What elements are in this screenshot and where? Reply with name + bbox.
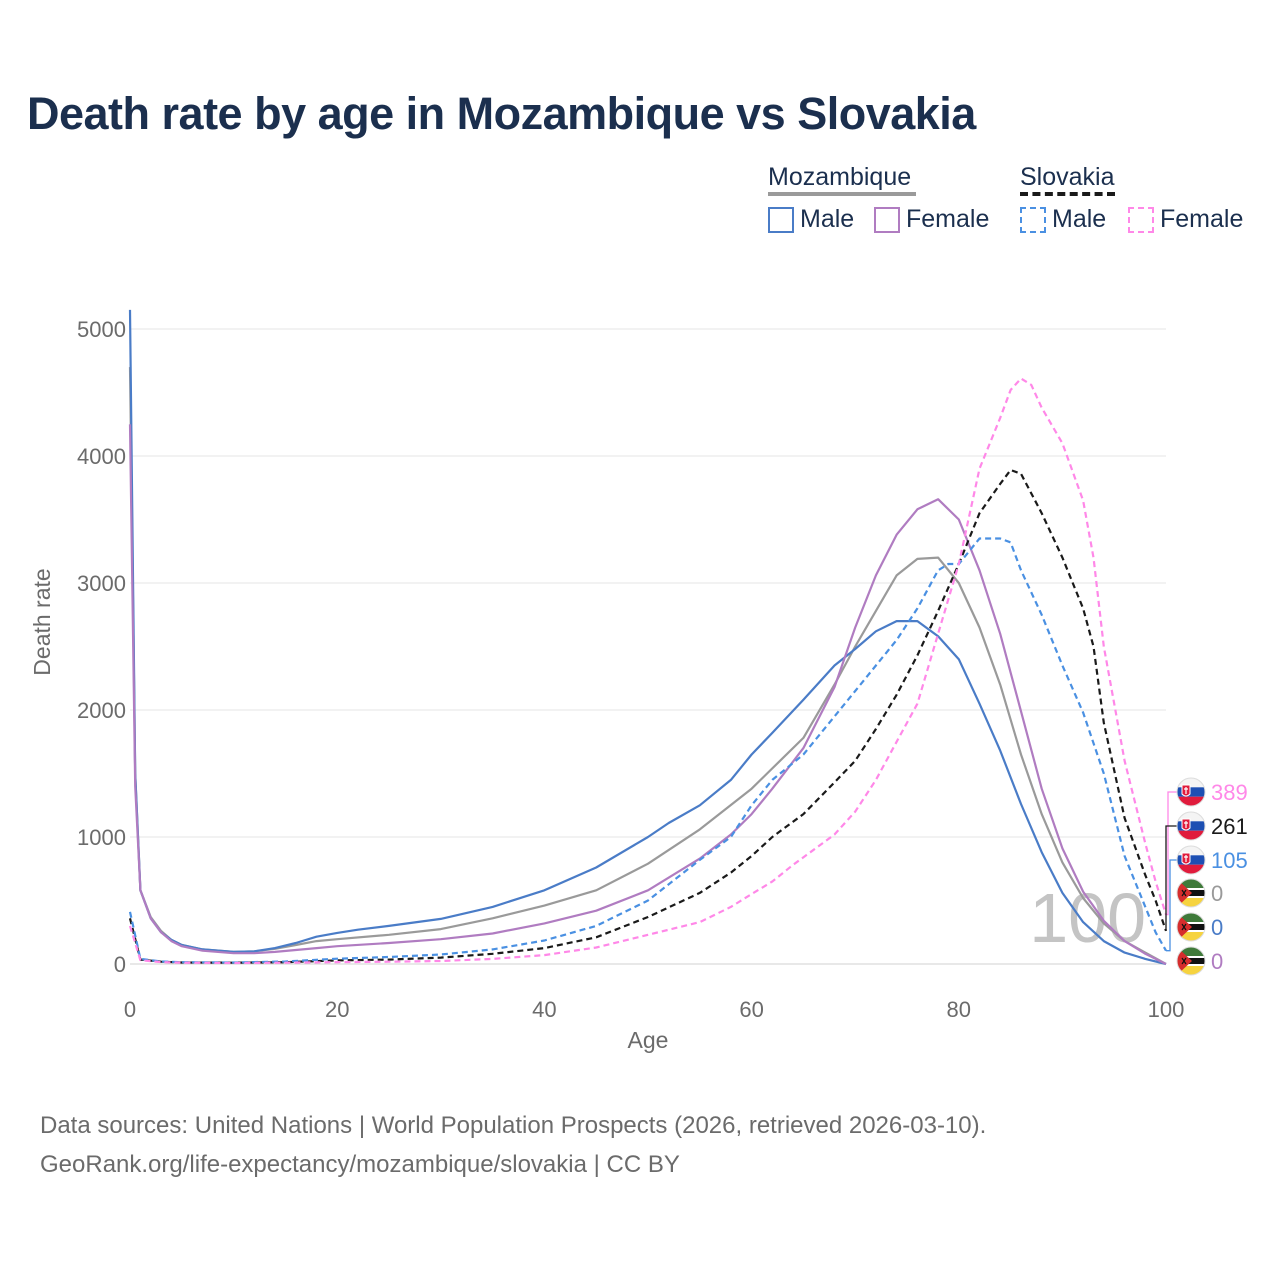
flag-slovakia-icon [1176,811,1206,841]
series-line-slovakia-male[interactable] [128,537,1167,964]
x-axis-title: Age [628,1027,669,1053]
legend-rule-slovakia [1020,192,1115,196]
flag-mozambique-icon [1176,912,1206,942]
series-line-mozambique-female[interactable] [128,424,1167,965]
grid-lines [130,328,1166,965]
end-label-value: 105 [1211,848,1248,873]
x-tick-label: 20 [325,997,349,1022]
y-tick-label: 1000 [77,825,126,850]
y-tick-label: 2000 [77,698,126,723]
legend-swatch-mozambique-female [874,206,900,233]
y-tick-label: 4000 [77,444,126,469]
footer-link[interactable]: GeoRank.org/life-expectancy/mozambique/s… [40,1151,680,1178]
y-tick-label: 5000 [77,317,126,342]
flag-slovakia-icon [1176,777,1206,807]
end-label-value: 0 [1211,949,1223,974]
end-label-value: 261 [1211,814,1248,839]
x-tick-label: 60 [739,997,763,1022]
y-tick-label: 3000 [77,571,126,596]
legend-rule-mozambique [768,192,916,196]
series-line-slovakia-total[interactable] [128,468,1168,964]
legend-group-mozambique: Mozambique [768,163,912,191]
legend-label-mozambique-male: Male [800,205,855,233]
legend-group-slovakia: Slovakia [1020,163,1115,191]
end-label-value: 0 [1211,915,1223,940]
legend-item-mozambique-male[interactable]: Male [768,205,854,234]
legend-item-slovakia-female[interactable]: Female [1128,205,1243,234]
end-labels: 389 261 105 0 0 0 [1165,777,1248,976]
axes: 0 1000 2000 3000 4000 5000 0 20 40 60 80 100 [77,317,1184,1022]
end-label-value: 0 [1211,881,1223,906]
series-line-mozambique-total[interactable] [128,367,1167,965]
legend-label-mozambique-female: Female [906,205,990,233]
legend-swatch-slovakia-female [1128,206,1154,233]
legend-item-slovakia-male[interactable]: Male [1020,205,1106,234]
series-line-slovakia-female[interactable] [128,377,1168,965]
series-lines [128,309,1168,966]
flag-mozambique-icon [1176,946,1206,976]
legend-swatch-mozambique-male [768,206,794,233]
y-tick-label: 0 [114,952,126,977]
end-label-leader [1165,825,1178,931]
legend-swatch-slovakia-male [1020,206,1046,233]
legend-label-slovakia-female: Female [1160,205,1244,233]
end-label-leader [1166,859,1178,952]
legend-label-slovakia-male: Male [1052,205,1107,233]
legend-item-mozambique-female[interactable]: Female [874,205,989,234]
series-line-mozambique-male[interactable] [128,309,1167,966]
y-axis-title: Death rate [29,568,55,675]
x-tick-label: 80 [947,997,971,1022]
x-tick-label: 40 [532,997,556,1022]
footer: Data sources: United Nations | World Pop… [40,1106,986,1184]
x-tick-label: 0 [124,997,136,1022]
flag-mozambique-icon [1176,878,1206,908]
footer-sources: Data sources: United Nations | World Pop… [40,1112,987,1139]
watermark-year: 100 [1029,879,1146,957]
end-label-leader [1166,791,1178,916]
end-label-value: 389 [1211,780,1248,805]
x-tick-label: 100 [1148,997,1185,1022]
chart-title: Death rate by age in Mozambique vs Slova… [27,88,976,139]
flag-slovakia-icon [1176,845,1206,875]
